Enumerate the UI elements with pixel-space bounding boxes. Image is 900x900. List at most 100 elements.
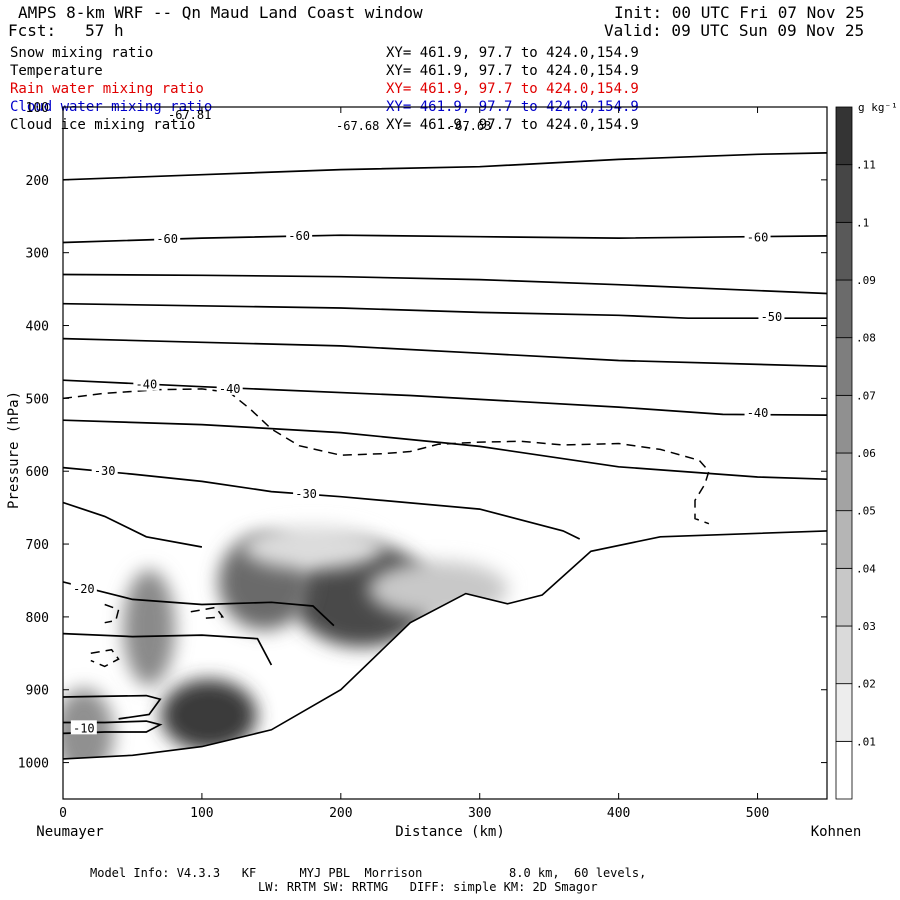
colorbar-tick-5: .06 [856,447,876,460]
model-info: Model Info: V4.3.3 KF MYJ PBL Morrison 8… [90,866,647,880]
snow-blob-3 [123,569,176,686]
y-axis: 100 200 300 400 500 600 700 800 900 1000 [18,101,827,772]
cloud-ice-contour-0 [63,388,710,525]
x-axis: 0 100 200 300 400 500 [59,107,769,821]
contour-label-9: -20 [73,582,95,596]
colorbar-tick-7: .08 [856,332,876,345]
isotherm-extra-6 [63,694,162,720]
colorbar-swatch-7 [835,337,853,396]
colorbar-swatch-5 [835,452,853,512]
y-tick-label-800: 800 [26,611,49,626]
left-endpoint-label: Neumayer [36,824,103,840]
isotherm-m50-1 [63,302,827,320]
colorbar-swatch-8 [835,279,853,339]
y-tick-label-400: 400 [26,320,49,335]
cloud-ice-contour-3 [190,606,225,620]
contour-label-bg-2 [744,229,771,244]
legend-rain-label: Rain water mixing ratio [10,81,204,97]
plot-frame [62,106,828,800]
isotherm-m40-2 [63,379,827,416]
colorbar-swatch-3 [835,567,853,627]
legend-cloud-ice-xy: XY= 461.9, 97.7 to 424.0,154.9 [386,117,639,133]
contour-label-bg-3 [758,308,785,323]
y-tick-label-100: 100 [26,101,49,116]
colorbar-tick-4: .05 [856,505,876,518]
colorbar-swatch-1 [835,683,853,742]
x-tick-label-0: 0 [59,806,67,821]
contour-label-bg-1 [286,227,313,242]
x-tick-label-500: 500 [746,806,769,821]
terrain-outline [63,530,827,760]
contour-label-4: -40 [136,378,158,392]
contour-label-bg-5 [216,380,243,395]
contour-label-5: -40 [219,382,241,396]
colorbar: .01 .02 .03 .04 .05 .06 .07 .08 .09 .1 .11 [835,106,876,800]
contour-label-7: -30 [94,464,116,478]
y-tick-label-300: 300 [26,247,49,262]
isotherm-extra-3 [63,419,827,481]
contour-label-bg-8 [293,485,320,500]
x-tick-label-200: 200 [329,806,352,821]
contour-label-6: -40 [747,406,769,420]
contour-label-bg-0 [154,230,181,245]
contour-label-2: -60 [747,230,769,244]
isotherm-extra-0 [63,152,827,181]
isotherm-m10-5 [63,720,163,735]
stray-value-b: -67.68 [336,119,380,133]
contour-label-bg-7 [91,463,118,478]
colorbar-unit: g kg⁻¹ [858,101,898,114]
colorbar-swatch-4 [835,510,853,569]
isotherm-m20-4 [63,581,335,627]
colorbar-tick-8: .09 [856,274,876,287]
contour-label-1: -60 [288,229,310,243]
legend-rain-xy: XY= 461.9, 97.7 to 424.0,154.9 [386,81,639,97]
colorbar-swatch-9 [835,221,853,281]
colorbar-tick-1: .02 [856,678,876,691]
colorbar-swatch-0 [835,740,853,800]
x-tick-label-100: 100 [190,806,213,821]
legend-snow-xy: XY= 461.9, 97.7 to 424.0,154.9 [386,45,639,61]
contour-label-bg-9 [70,581,97,596]
y-tick-label-700: 700 [26,538,49,553]
x-tick-label-300: 300 [468,806,491,821]
contour-label-bg-6 [744,404,771,419]
forecast-hour: Fcst: 57 h [8,21,124,40]
colorbar-swatch-10 [835,164,853,223]
legend-temperature-label: Temperature [10,63,103,79]
snow-blob-5 [243,525,384,570]
right-endpoint-label: Kohnen [811,824,862,840]
contour-label-bg-10 [70,720,97,735]
plot-title: AMPS 8-km WRF -- Qn Maud Land Coast wind… [18,3,423,22]
contour-labels: -60 -60 -60 -50 -40 -40 -40 -30 -30 -20 -10 [70,227,785,735]
y-tick-label-600: 600 [26,465,49,480]
y-tick-label-200: 200 [26,174,49,189]
terrain-mask [63,530,827,799]
model-physics: LW: RRTM SW: RRTMG DIFF: simple KM: 2D S… [258,880,598,894]
contour-label-bg-4 [133,376,160,391]
colorbar-tick-3: .04 [856,562,876,575]
y-axis-label: Pressure (hPa) [6,391,22,509]
terrain-layer [63,530,827,799]
contour-label-10: -10 [73,721,95,735]
contour-label-0: -60 [156,232,178,246]
cloud-ice-contour-1 [104,603,120,624]
colorbar-tick-6: .07 [856,389,876,402]
isotherm-extra-1 [63,273,827,295]
colorbar-tick-9: .1 [856,216,869,229]
x-tick-label-400: 400 [607,806,630,821]
y-tick-label-500: 500 [26,392,49,407]
init-time: Init: 00 UTC Fri 07 Nov 25 [614,3,865,22]
stray-value-a: -67.81 [168,108,212,122]
snow-blob-0 [160,679,257,752]
cloud-ice-contour-2 [90,648,120,668]
y-tick-label-900: 900 [26,684,49,699]
contour-label-8: -30 [295,487,317,501]
colorbar-swatch-2 [835,625,853,685]
stray-value-c: -67.63 [448,119,492,133]
y-tick-label-1000: 1000 [18,757,49,772]
isotherm-extra-2 [63,337,827,368]
legend-temperature-xy: XY= 461.9, 97.7 to 424.0,154.9 [386,63,639,79]
isotherm-extra-5 [63,632,273,666]
contour-label-3: -50 [761,310,783,324]
